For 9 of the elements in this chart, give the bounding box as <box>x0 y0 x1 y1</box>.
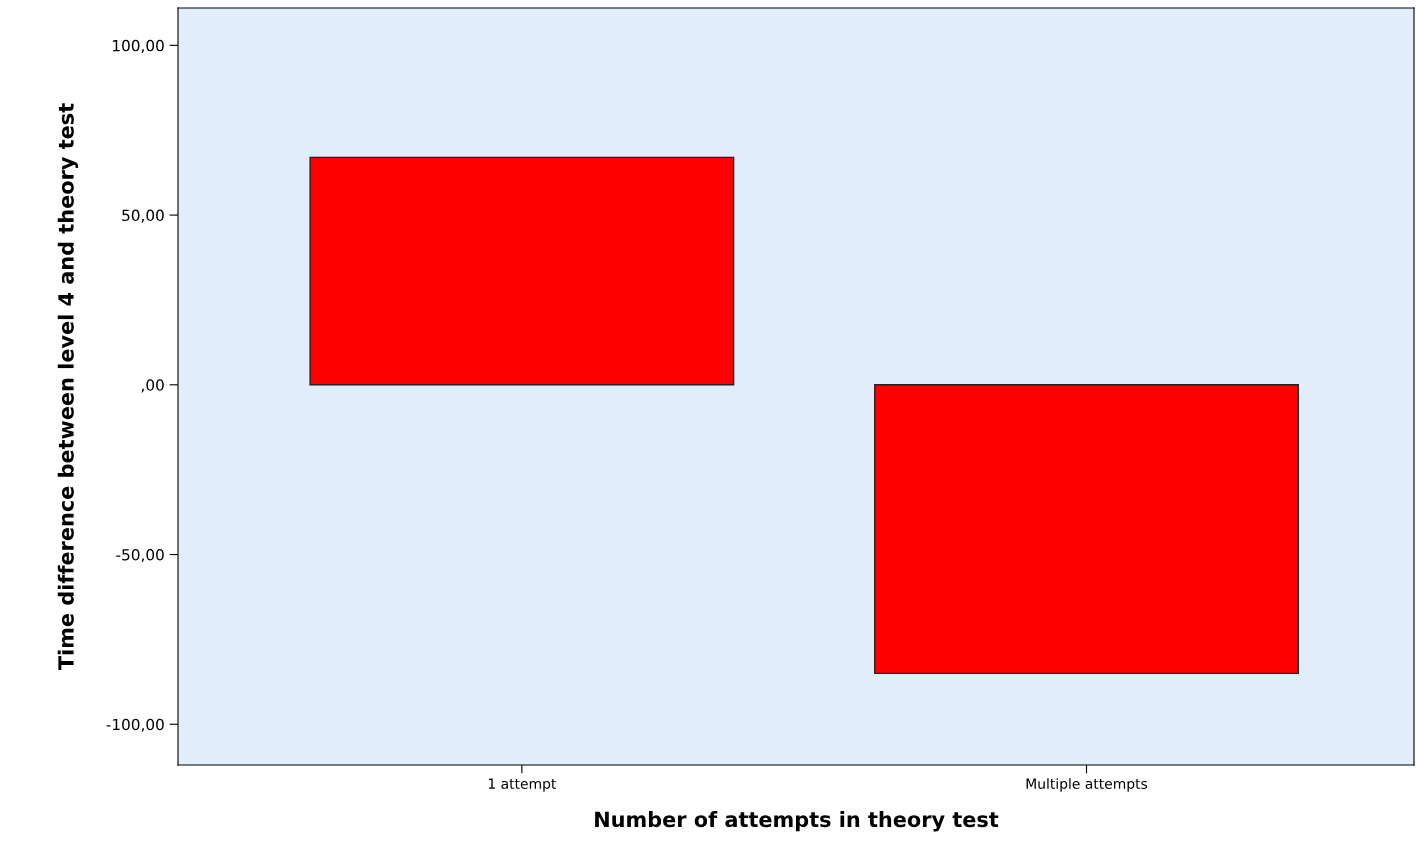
y-tick-label: -100,00 <box>106 718 164 732</box>
y-tick-label: 50,00 <box>122 209 164 223</box>
x-tick-label: 1 attempt <box>488 778 557 792</box>
y-tick-label: 100,00 <box>113 39 164 53</box>
x-axis-title: Number of attempts in theory test <box>595 811 999 832</box>
y-axis-title: Time difference between level 4 and theory test <box>57 103 79 671</box>
x-tick-label: Multiple attempts <box>1026 778 1148 792</box>
y-tick-label: ,00 <box>141 379 164 393</box>
y-tick-label: -50,00 <box>116 549 164 563</box>
